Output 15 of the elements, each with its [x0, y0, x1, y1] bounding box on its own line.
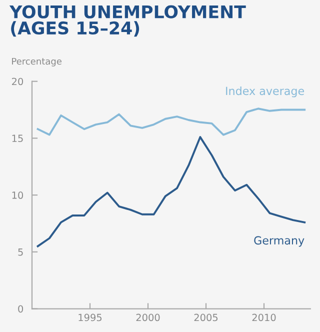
- x-tick-label: 2010: [252, 314, 276, 322]
- y-tick-label: 15: [12, 134, 23, 142]
- y-tick-label: 5: [18, 248, 23, 256]
- y-axis-title: Percentage: [12, 58, 62, 66]
- y-tick-label: 10: [12, 192, 24, 199]
- chart-title: YOUTH UNEMPLOYMENT (AGES 15–24): [9, 5, 246, 37]
- line-series: [36, 136, 306, 248]
- x-tick-label: 2005: [194, 314, 218, 322]
- y-tick-label: 20: [12, 78, 24, 86]
- y-tick-label: 0: [18, 305, 24, 313]
- x-tick-label: 1995: [78, 314, 102, 322]
- series-label: Germany: [254, 236, 304, 247]
- series-label: Index average: [226, 86, 304, 98]
- line-series: [36, 108, 306, 136]
- x-tick-label: 2000: [136, 314, 160, 322]
